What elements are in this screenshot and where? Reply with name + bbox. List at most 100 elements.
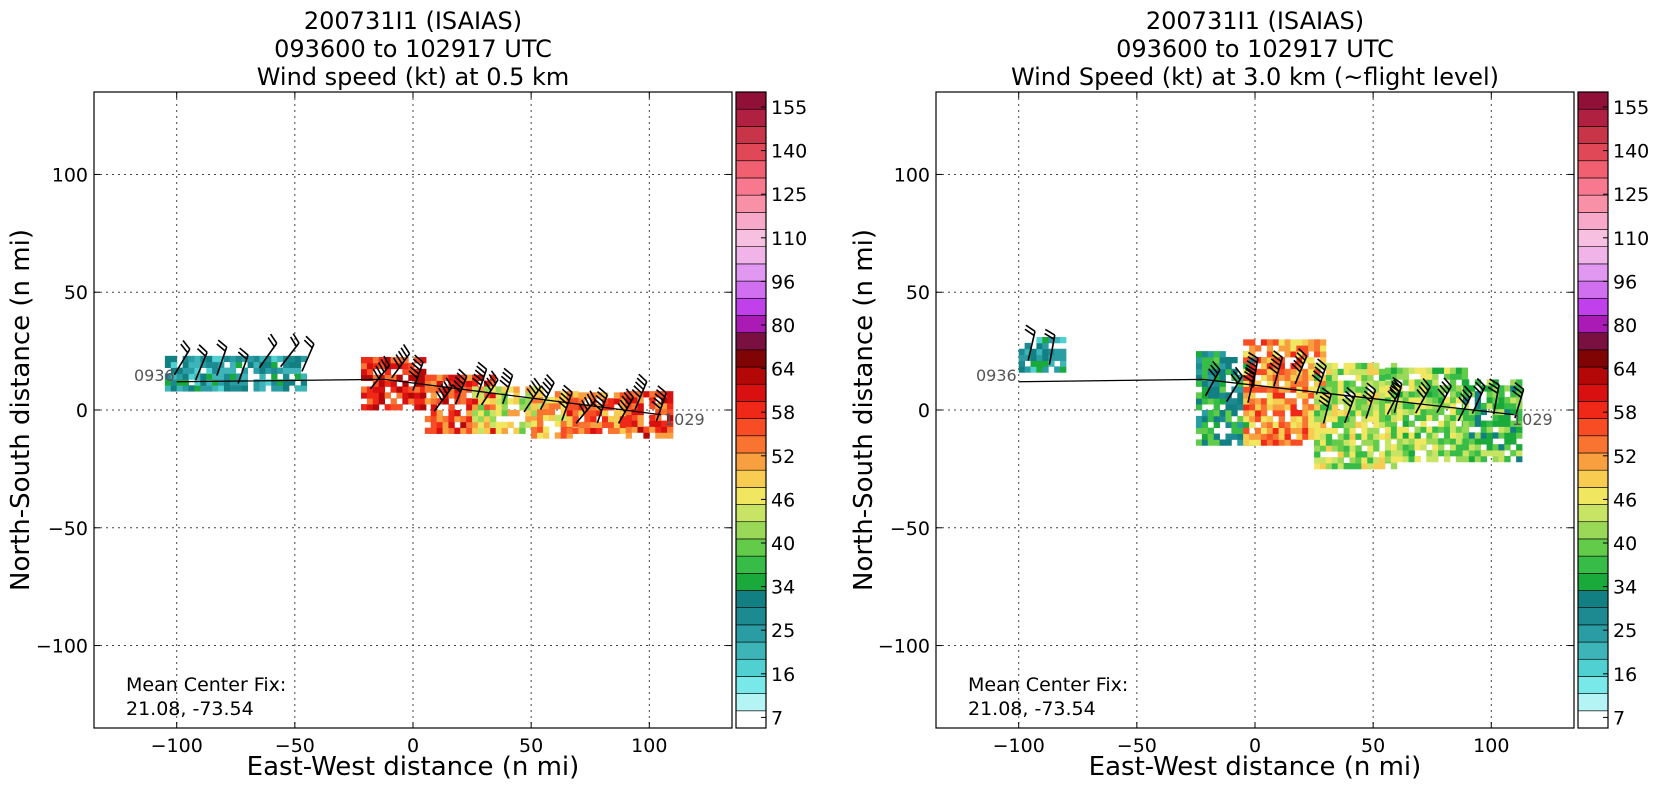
colorbar-swatch — [1577, 538, 1609, 557]
wind-speed-cell — [477, 415, 485, 423]
wind-speed-cell — [1455, 455, 1463, 463]
wind-speed-cell — [1325, 362, 1333, 370]
wind-speed-cell — [513, 392, 520, 399]
wind-speed-cell — [420, 392, 427, 399]
wind-speed-cell — [396, 374, 403, 381]
wind-speed-cell — [1349, 415, 1356, 423]
wind-speed-cell — [1373, 427, 1380, 434]
wind-speed-cell — [1396, 402, 1404, 410]
wind-speed-cell — [259, 373, 266, 380]
wind-speed-cell — [1510, 420, 1517, 427]
wind-barb-feather — [377, 362, 385, 373]
wind-speed-cell — [1379, 386, 1386, 393]
panel-2-track-start-label: 0936 — [976, 366, 1017, 385]
wind-speed-cell — [1319, 457, 1327, 464]
wind-speed-cell — [1420, 379, 1427, 386]
wind-speed-cell — [1266, 415, 1274, 423]
colorbar-swatch — [1577, 641, 1609, 660]
wind-speed-cell — [1498, 450, 1505, 457]
wind-barb-feather — [542, 381, 551, 391]
wind-speed-cell — [1384, 455, 1392, 463]
wind-speed-cell — [194, 355, 201, 363]
wind-speed-cell — [1325, 415, 1333, 423]
colorbar-tick-label: 110 — [1613, 228, 1649, 250]
wind-speed-cell — [1396, 391, 1404, 398]
wind-speed-cell — [1319, 351, 1327, 358]
wind-speed-cell — [1249, 410, 1256, 417]
wind-speed-cell — [372, 392, 380, 399]
wind-speed-cell — [1516, 426, 1523, 433]
wind-speed-cell — [1284, 345, 1291, 352]
colorbar-tick-label: 64 — [771, 359, 795, 381]
wind-speed-cell — [1260, 427, 1268, 434]
wind-speed-cell — [1390, 362, 1398, 370]
colorbar-swatch — [1577, 177, 1609, 196]
wind-speed-cell — [495, 410, 503, 417]
wind-speed-cell — [1048, 336, 1055, 344]
wind-speed-cell — [1349, 410, 1356, 417]
wind-speed-cell — [390, 357, 397, 364]
wind-speed-cell — [501, 386, 508, 393]
wind-speed-cell — [1195, 374, 1203, 381]
wind-speed-cell — [424, 427, 432, 434]
wind-speed-cell — [206, 379, 213, 386]
wind-speed-cell — [1414, 385, 1421, 392]
wind-speed-cell — [625, 397, 632, 404]
wind-speed-cell — [649, 420, 656, 427]
colorbar-swatch — [735, 246, 767, 265]
wind-speed-cell — [1237, 433, 1244, 440]
wind-speed-cell — [442, 398, 449, 405]
wind-speed-cell — [554, 402, 562, 410]
wind-speed-cell — [1379, 380, 1386, 387]
wind-speed-cell — [1225, 433, 1232, 440]
wind-speed-cell — [625, 420, 632, 427]
colorbar-swatch — [735, 469, 767, 488]
wind-speed-cell — [1024, 348, 1031, 356]
panel-2-center-fix-label: Mean Center Fix: — [968, 674, 1128, 696]
wind-speed-cell — [537, 414, 544, 421]
wind-speed-cell — [1225, 410, 1232, 417]
wind-speed-cell — [170, 367, 178, 374]
wind-speed-cell — [1337, 415, 1345, 423]
wind-speed-cell — [1432, 385, 1439, 392]
wind-speed-cell — [1414, 391, 1421, 398]
wind-speed-cell — [1308, 410, 1315, 417]
wind-speed-cell — [1486, 438, 1493, 445]
wind-speed-cell — [1296, 380, 1303, 387]
colorbar-swatch — [735, 607, 767, 626]
wind-speed-cell — [1325, 433, 1333, 440]
wind-speed-cell — [300, 373, 308, 380]
wind-speed-cell — [1486, 397, 1493, 404]
wind-speed-cell — [1432, 450, 1439, 457]
wind-speed-cell — [424, 398, 432, 405]
colorbar-swatch — [735, 349, 767, 368]
wind-speed-cell — [402, 380, 409, 387]
wind-speed-cell — [1302, 345, 1309, 352]
wind-speed-cell — [1449, 385, 1457, 392]
wind-speed-cell — [1249, 415, 1256, 423]
wind-speed-cell — [1492, 414, 1499, 421]
colorbar-swatch — [1577, 383, 1609, 402]
wind-speed-cell — [1516, 408, 1523, 416]
colorbar-swatch — [1577, 624, 1609, 643]
wind-speed-cell — [1390, 426, 1398, 433]
wind-speed-cell — [1042, 354, 1049, 361]
colorbar-tick-label: 46 — [771, 489, 795, 511]
wind-speed-cell — [507, 410, 514, 417]
wind-speed-cell — [1302, 415, 1309, 423]
wind-speed-cell — [402, 368, 409, 376]
colorbar-tick-label: 40 — [1613, 533, 1637, 555]
wind-speed-cell — [1510, 397, 1517, 404]
wind-barb-shaft — [1457, 393, 1473, 422]
wind-speed-cell — [483, 421, 491, 429]
wind-speed-cell — [366, 404, 374, 411]
wind-speed-cell — [1337, 368, 1345, 376]
wind-speed-cell — [1219, 439, 1226, 446]
wind-speed-cell — [1302, 386, 1309, 393]
wind-speed-cell — [613, 392, 621, 399]
wind-speed-cell — [1255, 345, 1262, 352]
wind-speed-cell — [1498, 408, 1505, 416]
wind-speed-cell — [619, 404, 627, 411]
wind-speed-cell — [548, 402, 556, 410]
wind-speed-cell — [537, 408, 544, 416]
